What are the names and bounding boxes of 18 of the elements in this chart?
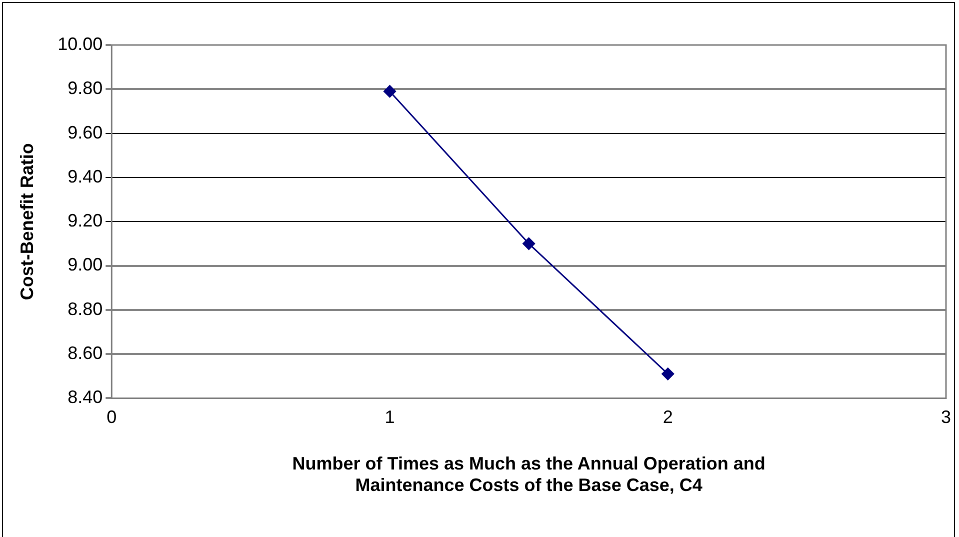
y-tick-label: 9.80 [68,78,103,98]
x-axis-title: Number of Times as Much as the Annual Operation and Maintenance Costs of the Base Case, C4 [292,454,766,496]
y-tick-label: 8.80 [68,298,103,319]
y-tick-label: 8.60 [68,343,103,364]
y-tick-label: 9.60 [68,122,103,142]
x-tick-label: 2 [662,406,673,427]
y-tick-label: 9.40 [68,166,103,186]
y-tick-label: 9.00 [68,254,103,275]
y-tick-label: 8.40 [68,387,103,408]
point [662,368,674,380]
y-axis-title: Cost-Benefit Ratio [16,143,37,300]
x-tick-label: 0 [106,406,117,427]
x-tick-label: 1 [384,406,395,427]
y-tick-label: 10.00 [58,34,103,54]
y-tick-label: 9.20 [68,210,103,231]
point [522,237,536,250]
point [384,85,396,98]
x-tick-label: 3 [940,406,951,427]
